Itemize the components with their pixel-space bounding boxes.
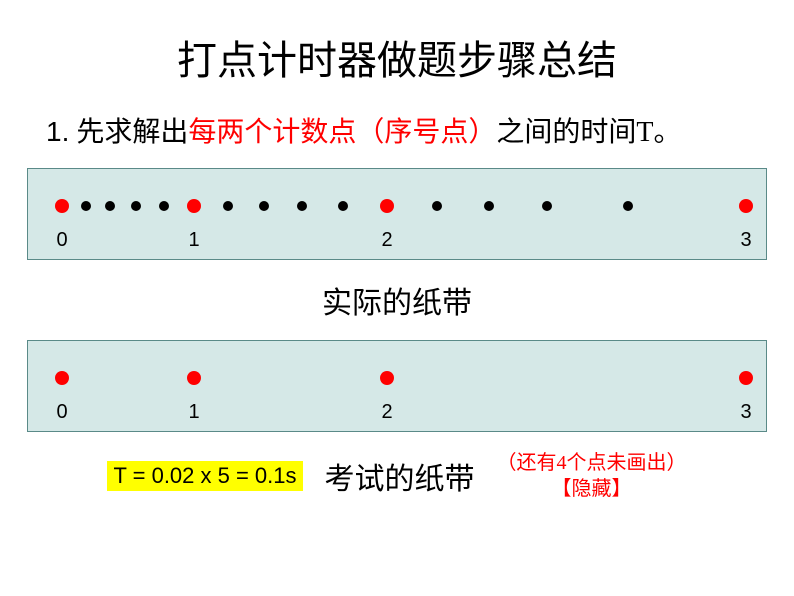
tape-actual: 0 1 2 3 [27,168,767,260]
tape-exam: 0 1 2 3 [27,340,767,432]
tape-dot-label: 2 [381,401,392,424]
tape-dot [81,201,91,211]
tape-dot-label: 3 [740,401,751,424]
step-number: 1. [46,116,69,147]
tape-dot [623,201,633,211]
note-hidden-points: （还有4个点未画出） 【隐藏】 [497,450,687,502]
tape-dot-label: 0 [56,401,67,424]
tape-dot-label: 2 [381,229,392,252]
tape-dot [105,201,115,211]
tape-dot [484,201,494,211]
tape-dot [739,199,753,213]
tape-dot-label: 0 [56,229,67,252]
tape-dot [55,199,69,213]
tape-dot [338,201,348,211]
tape-dot [159,201,169,211]
tape-dot [380,199,394,213]
step-prefix: 先求解出 [69,117,188,148]
tape-dot [55,371,69,385]
tape-dot-label: 1 [188,401,199,424]
tape-dot [187,199,201,213]
label-actual-tape: 实际的纸带 [0,278,794,322]
label-exam-tape: 考试的纸带 [325,454,475,498]
page-title: 打点计时器做题步骤总结 [0,0,794,110]
tape-dot [739,371,753,385]
tape-dot [297,201,307,211]
step-highlight: 每两个计数点（序号点） [188,117,496,148]
note-line1: （还有4个点未画出） [497,452,687,474]
note-line2: 【隐藏】 [552,478,632,500]
tape-dot-label: 1 [188,229,199,252]
formula: T = 0.02 x 5 = 0.1s [107,461,302,491]
tape-dot-label: 3 [740,229,751,252]
tape-dot [380,371,394,385]
bottom-row: T = 0.02 x 5 = 0.1s 考试的纸带 （还有4个点未画出） 【隐藏… [0,450,794,502]
tape-dot [432,201,442,211]
step-suffix: 之间的时间T。 [496,117,681,148]
tape-dot [223,201,233,211]
step-1-text: 1. 先求解出每两个计数点（序号点）之间的时间T。 [0,110,794,150]
tape-dot [131,201,141,211]
tape-dot [187,371,201,385]
tape-dot [542,201,552,211]
tape-dot [259,201,269,211]
